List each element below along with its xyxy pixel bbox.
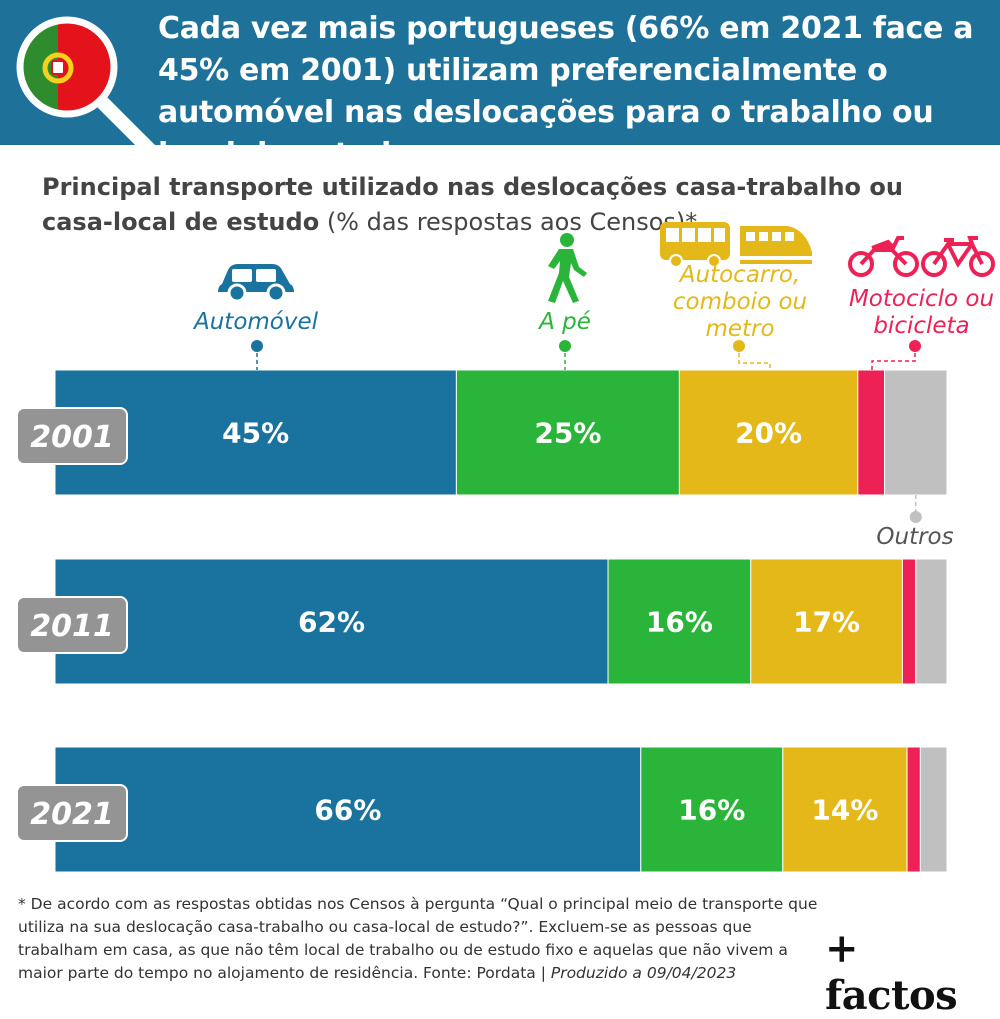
subtitle-bold: Principal transporte utilizado nas deslo… (42, 173, 903, 236)
category-label-walk: A pé (539, 309, 591, 335)
year-badge (16, 596, 128, 654)
leader-line (738, 346, 771, 370)
data-label: 14% (811, 794, 878, 827)
leader-dot (909, 340, 921, 352)
header-banner (0, 0, 1000, 145)
leader-dot (559, 340, 571, 352)
magnifier-icon (16, 16, 157, 157)
bar-segment (884, 369, 948, 496)
page-title: Cada vez mais portugueses (66% em 2021 f… (158, 11, 974, 172)
category-label-other: Outros (876, 524, 954, 550)
year-badge (16, 407, 128, 465)
data-label: 25% (534, 417, 601, 450)
bar-segment (919, 746, 948, 873)
footnote: * De acordo com as respostas obtidas nos… (18, 893, 818, 985)
chart-subtitle: Principal transporte utilizado nas deslo… (42, 170, 982, 240)
year-label: 2021 (30, 797, 114, 832)
category-label-transit: Autocarro, comboio ou metro (672, 262, 808, 342)
bar-segment (857, 369, 886, 496)
data-label: 16% (646, 606, 713, 639)
category-label-moto: Motociclo ou bicicleta (848, 286, 995, 339)
year-badge (16, 784, 128, 842)
brand-logo: + factos (825, 925, 958, 1019)
data-label: 66% (314, 794, 381, 827)
category-label-car: Automóvel (193, 309, 319, 335)
bar-segment (640, 746, 784, 873)
data-label: 45% (222, 417, 289, 450)
bar-segment (607, 558, 752, 685)
leader-line (871, 346, 916, 370)
leader-dot (251, 340, 263, 352)
leader-dot (733, 340, 745, 352)
data-label: 62% (298, 606, 365, 639)
year-label: 2011 (30, 609, 114, 644)
subtitle-normal: (% das respostas aos Censos)* (319, 208, 698, 236)
bar-segment (54, 746, 642, 873)
year-label: 2001 (30, 420, 114, 455)
data-label: 16% (678, 794, 745, 827)
bar-segment (678, 369, 859, 496)
footnote-text: * De acordo com as respostas obtidas nos… (18, 895, 818, 982)
production-date: Produzido a 09/04/2023 (550, 964, 737, 982)
leader-dot (909, 511, 922, 523)
bar-segment (915, 558, 948, 685)
bar-segment (906, 746, 921, 873)
bar-segment (901, 558, 917, 685)
data-label: 20% (735, 417, 802, 450)
bar-segment (455, 369, 680, 496)
data-label: 17% (793, 606, 860, 639)
